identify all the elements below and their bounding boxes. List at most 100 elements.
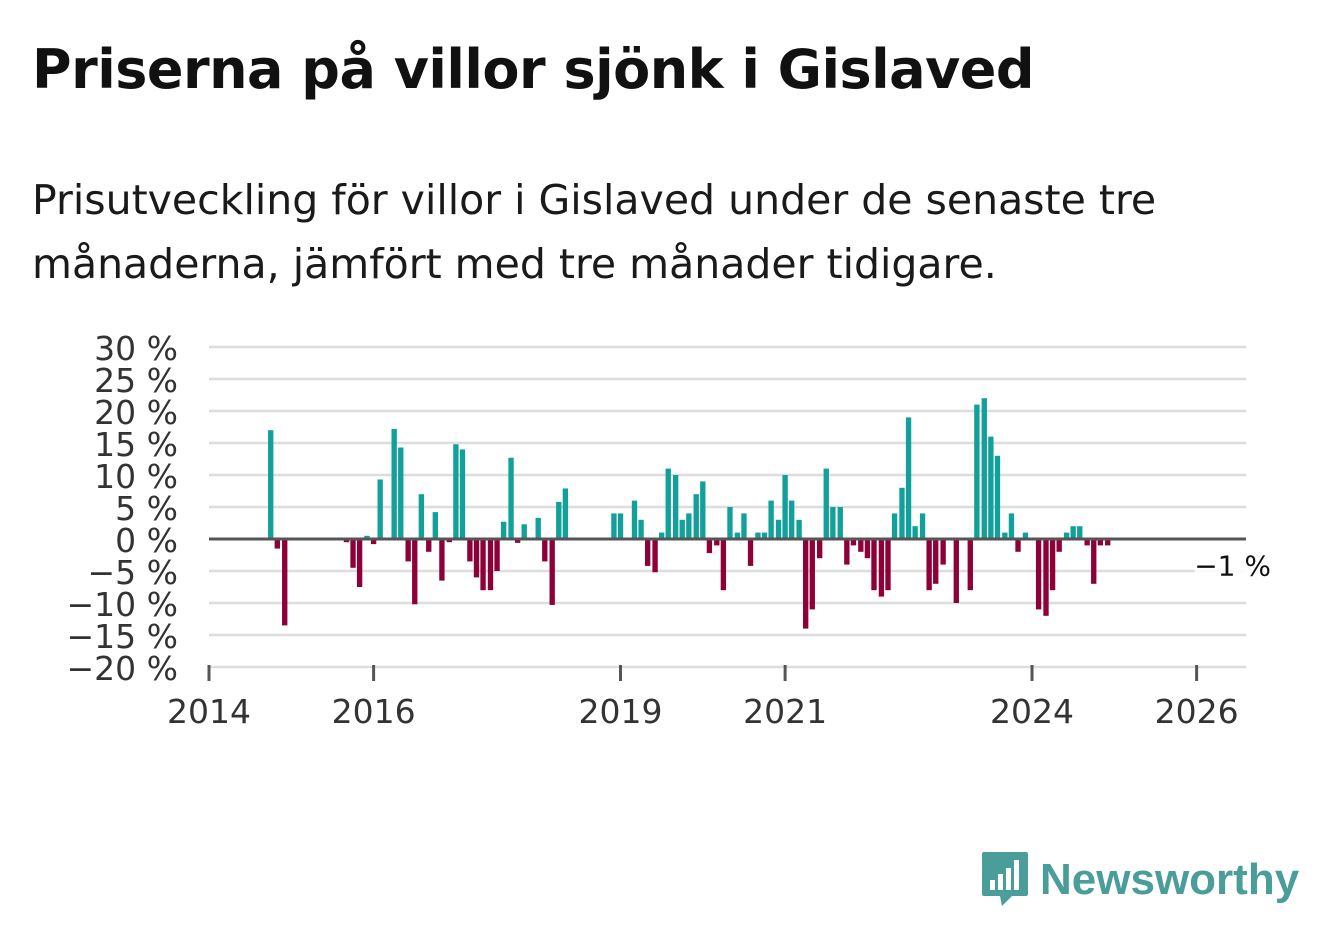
x-tick-label: 2024	[990, 692, 1074, 731]
page-subtitle: Prisutveckling för villor i Gislaved und…	[32, 176, 1157, 288]
bar	[556, 501, 562, 539]
bar	[720, 539, 727, 591]
bar	[706, 539, 713, 554]
bar	[919, 513, 926, 539]
bar	[617, 513, 624, 539]
bar	[364, 535, 370, 539]
bar	[830, 507, 836, 539]
bar	[837, 507, 843, 539]
bar	[494, 539, 500, 571]
bar	[282, 539, 288, 626]
y-tick-label: −15 %	[67, 617, 179, 656]
bar	[727, 507, 733, 539]
x-tick-label: 2016	[332, 692, 416, 731]
page-title: Priserna på villor sjönk i Gislaved	[32, 38, 1035, 101]
y-tick-label: 0 %	[115, 521, 178, 560]
bar	[1105, 539, 1111, 546]
x-tick-label: 2019	[579, 692, 663, 731]
bar	[775, 519, 782, 539]
bar	[1097, 539, 1104, 546]
bar	[377, 479, 383, 539]
bar	[644, 539, 651, 566]
bar	[1022, 532, 1029, 539]
y-tick-label: −20 %	[67, 649, 179, 688]
bar	[891, 513, 898, 539]
bar	[755, 532, 761, 539]
y-tick-label: −10 %	[67, 585, 179, 624]
bar	[274, 539, 280, 549]
bar	[542, 539, 548, 562]
y-tick-label: −5 %	[88, 553, 179, 592]
newsworthy-logo: Newsworthy	[980, 850, 1299, 910]
bar	[926, 539, 932, 591]
bar	[747, 539, 754, 566]
bar	[487, 539, 494, 591]
bar	[652, 539, 658, 573]
bar	[1091, 539, 1097, 584]
bar	[885, 539, 891, 591]
y-tick-label: 20 %	[94, 393, 178, 432]
bar	[665, 468, 671, 539]
y-tick-label: 5 %	[115, 489, 178, 528]
bar	[500, 521, 507, 539]
bar	[1056, 539, 1062, 552]
y-tick-label: 25 %	[94, 361, 178, 400]
bar	[858, 539, 864, 552]
bar	[514, 539, 521, 543]
bar	[549, 539, 555, 605]
bar	[1049, 539, 1056, 591]
bar	[343, 539, 350, 543]
bar	[796, 519, 802, 539]
bar	[864, 539, 871, 559]
bar	[459, 449, 466, 539]
bar	[426, 539, 432, 552]
bar	[405, 539, 411, 562]
bar	[446, 539, 452, 543]
bar	[350, 539, 356, 568]
bar	[953, 539, 959, 603]
bar	[700, 481, 706, 539]
bars	[268, 398, 1111, 629]
bar	[768, 500, 774, 539]
bar	[453, 444, 459, 539]
annotation-label: −1 %	[1194, 549, 1271, 582]
bar	[412, 539, 418, 605]
bar	[521, 524, 527, 539]
bar	[871, 539, 877, 591]
bar	[693, 494, 699, 539]
bar	[988, 436, 994, 539]
bar	[994, 455, 1001, 539]
bar	[809, 539, 815, 610]
bar	[631, 500, 638, 539]
x-tick-label: 2014	[167, 692, 251, 731]
bar	[467, 539, 473, 562]
bar	[432, 512, 439, 539]
bar	[734, 532, 741, 539]
axes: 30 %25 %20 %15 %10 %5 %0 %−5 %−10 %−15 %…	[67, 329, 1272, 731]
bar	[789, 500, 795, 539]
bar	[782, 475, 788, 539]
bar	[1063, 532, 1070, 539]
bar-chart: 30 %25 %20 %15 %10 %5 %0 %−5 %−10 %−15 %…	[67, 329, 1272, 731]
brand-name: Newsworthy	[1040, 855, 1300, 904]
bar	[1043, 539, 1049, 616]
bar	[940, 539, 946, 565]
bar	[912, 526, 918, 539]
bar	[933, 539, 939, 584]
bar	[480, 539, 486, 591]
annotation-background	[1194, 549, 1271, 584]
bar	[535, 517, 541, 539]
bar	[1008, 513, 1015, 539]
bar	[473, 539, 480, 578]
bar	[714, 539, 720, 546]
bar	[803, 539, 809, 629]
bar	[679, 519, 685, 539]
bar	[761, 532, 768, 539]
bar	[817, 539, 823, 559]
bar	[974, 404, 980, 539]
bar	[508, 457, 514, 539]
bar	[686, 513, 692, 539]
bar	[1002, 532, 1008, 539]
y-tick-label: 15 %	[94, 425, 178, 464]
bar	[1035, 539, 1042, 610]
